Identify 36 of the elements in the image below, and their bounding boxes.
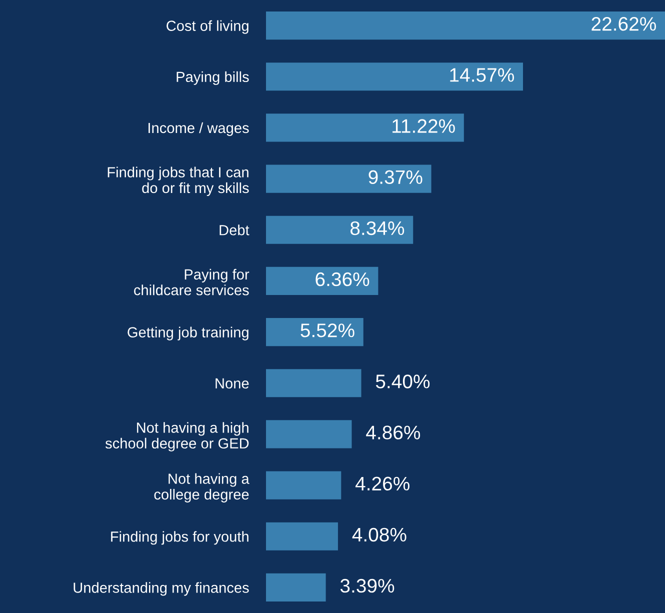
y-tick-label: Paying for childcare services <box>134 268 250 296</box>
y-tick-label: Understanding my finances <box>74 582 249 596</box>
bar <box>266 164 432 193</box>
bar <box>266 114 464 142</box>
data-label: 4.08% <box>352 528 406 542</box>
bar <box>266 216 414 244</box>
data-label: 4.86% <box>366 426 420 440</box>
bar <box>266 573 326 602</box>
y-tick-label: Finding jobs for youth <box>111 531 248 545</box>
bar <box>266 266 378 296</box>
data-label: 4.26% <box>355 476 410 491</box>
bar <box>266 471 342 500</box>
data-label: 22.62% <box>592 16 656 31</box>
data-label: 6.36% <box>316 272 370 286</box>
y-tick-label: Income / wages <box>148 122 249 136</box>
y-tick-label: Cost of living <box>166 20 248 34</box>
y-tick-label: Not having a college degree <box>154 473 250 503</box>
bar <box>266 420 352 448</box>
y-tick-label: Finding jobs that I can do or fit my skills <box>108 166 249 196</box>
data-label: 9.37% <box>368 170 422 184</box>
bar <box>266 369 362 398</box>
y-tick-label: Paying bills <box>176 71 249 85</box>
data-label: 5.40% <box>376 374 430 388</box>
data-label: 14.57% <box>450 68 514 82</box>
bar <box>266 62 524 91</box>
data-label: 3.39% <box>340 578 394 593</box>
bar <box>266 522 338 550</box>
data-label: 5.52% <box>300 323 354 338</box>
y-tick-label: Debt <box>220 224 250 236</box>
y-tick-label: Not having a high school degree or GED <box>105 422 249 452</box>
bar <box>266 318 364 346</box>
bar <box>266 11 665 40</box>
y-tick-label: Getting job training <box>128 326 248 340</box>
data-label: 11.22% <box>392 119 455 133</box>
y-tick-label: None <box>216 378 249 389</box>
data-label: 8.34% <box>350 221 404 236</box>
